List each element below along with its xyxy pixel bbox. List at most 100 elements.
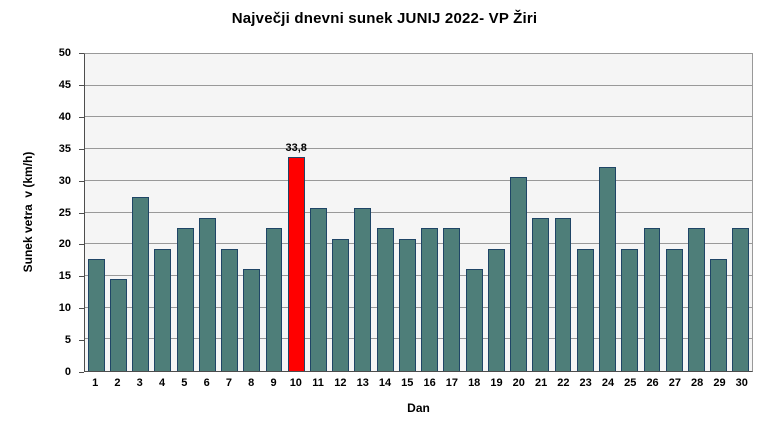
x-tick-label-12: 12: [334, 377, 347, 389]
x-tick-label-23: 23: [579, 377, 592, 389]
y-tick-label-40: 40: [58, 110, 71, 123]
x-tick-label-2: 2: [114, 377, 121, 389]
x-tick-label-26: 26: [646, 377, 659, 389]
x-axis-title: Dan: [407, 401, 430, 415]
y-tick-mark-40: [79, 116, 84, 118]
x-tick-label-18: 18: [468, 377, 481, 389]
bar-day-16: [421, 228, 439, 371]
x-axis: 1 2 3 4 5 6 7 8 9 10 11 12 13 14 15 16 17 18 19 20 21 22 23 24 2…: [84, 377, 753, 389]
bar-slot-day-12: [330, 54, 352, 371]
x-tick-label-28: 28: [691, 377, 704, 389]
bar-day-20: [510, 177, 528, 371]
x-tick-label-7: 7: [225, 377, 232, 389]
gridline-25: [85, 211, 752, 213]
bar-day-24: [599, 166, 616, 371]
x-tick-label-3: 3: [136, 377, 143, 389]
x-tick-label-15: 15: [401, 377, 414, 389]
bar-slot-day-1: [85, 54, 107, 371]
x-tick-label-11: 11: [312, 377, 324, 389]
bar-day-9: [265, 228, 283, 371]
bar-day-23: [576, 248, 594, 371]
bar-slot-day-17: [441, 54, 463, 371]
bar-day-13: [354, 208, 372, 371]
gridline-40: [85, 116, 752, 118]
bar-day-28: [688, 228, 705, 371]
x-tick-label-16: 16: [423, 377, 436, 389]
bar-slot-day-11: [307, 54, 329, 371]
x-tick-label-6: 6: [203, 377, 210, 389]
y-tick-mark-25: [79, 212, 84, 214]
bar-slot-day-7: [218, 54, 240, 371]
y-tick-label-10: 10: [58, 302, 71, 315]
bar-slot-day-2: [107, 54, 129, 371]
bar-slot-day-8: [241, 54, 263, 371]
y-tick-mark-30: [79, 180, 84, 182]
x-tick-label-22: 22: [557, 377, 570, 389]
bar-day-30: [732, 228, 750, 371]
x-tick-label-20: 20: [512, 377, 525, 389]
bar-slot-day-20: [507, 54, 529, 371]
bar-day-11: [310, 208, 327, 371]
bar-slot-day-22: [552, 54, 574, 371]
bar-slot-day-4: [152, 54, 174, 371]
y-tick-mark-35: [79, 148, 84, 150]
bar-day-29: [710, 258, 728, 371]
x-tick-label-5: 5: [181, 377, 188, 389]
bar-day-19: [487, 248, 505, 371]
x-tick-label-24: 24: [601, 377, 615, 389]
x-tick-label-13: 13: [356, 377, 369, 389]
bar-day-12: [332, 238, 350, 371]
bar-day-25: [621, 248, 639, 371]
bar-slot-day-15: [396, 54, 418, 371]
x-tick-label-9: 9: [270, 377, 277, 389]
x-tick-label-4: 4: [158, 377, 166, 389]
bar-slot-day-23: [574, 54, 596, 371]
chart-title: Največji dnevni sunek JUNIJ 2022- VP Žir…: [231, 10, 538, 27]
x-tick-label-19: 19: [490, 377, 503, 389]
bar-day-18: [465, 268, 483, 371]
bar-day-4: [154, 248, 172, 371]
bar-day-2: [109, 279, 127, 371]
y-tick-label-45: 45: [58, 78, 71, 91]
bar-slot-day-13: [352, 54, 374, 371]
y-tick-mark-20: [79, 244, 84, 246]
bar-slot-day-18: [463, 54, 485, 371]
bar-day-3: [132, 197, 150, 371]
bar-day-21: [532, 218, 550, 371]
y-tick-mark-10: [79, 308, 84, 310]
highlighted-bar-day-10: 33,8: [286, 142, 307, 371]
bar-slot-day-3: [129, 54, 151, 371]
bar-day-26: [643, 228, 661, 371]
bar-day-8: [243, 268, 261, 371]
y-tick-label-20: 20: [58, 238, 71, 251]
y-tick-label-30: 30: [58, 174, 71, 187]
x-tick-label-17: 17: [445, 377, 459, 389]
bar-day-6: [198, 218, 216, 371]
y-tick-label-25: 25: [58, 206, 71, 219]
bar-slot-day-6: [196, 54, 218, 371]
x-tick-label-10: 10: [289, 377, 302, 389]
y-tick-label-15: 15: [58, 270, 71, 283]
data-label: 33,8: [285, 141, 307, 154]
plot-area: 33,8: [84, 53, 753, 372]
y-tick-mark-15: [79, 276, 84, 278]
bar-slot-day-19: [485, 54, 507, 371]
y-tick-mark-5: [79, 340, 84, 342]
y-tick-mark-50: [79, 53, 84, 54]
x-tick-label-1: 1: [92, 377, 99, 389]
y-tick-label-0: 0: [64, 366, 71, 378]
bar-slot-day-24: [596, 54, 618, 371]
bar-slot-day-29: [708, 54, 730, 371]
bar-day-14: [376, 228, 394, 371]
bar-slot-day-16: [419, 54, 441, 371]
x-tick-label-14: 14: [378, 377, 392, 389]
y-tick-label-50: 50: [58, 47, 71, 59]
bar-day-22: [554, 218, 572, 371]
bar-day-17: [443, 228, 461, 371]
x-tick-label-8: 8: [248, 377, 255, 389]
y-tick-label-5: 5: [64, 334, 71, 347]
x-tick-label-25: 25: [624, 377, 637, 389]
gridline-50: [85, 53, 752, 54]
x-tick-label-27: 27: [668, 377, 681, 389]
x-tick-label-30: 30: [735, 377, 748, 389]
